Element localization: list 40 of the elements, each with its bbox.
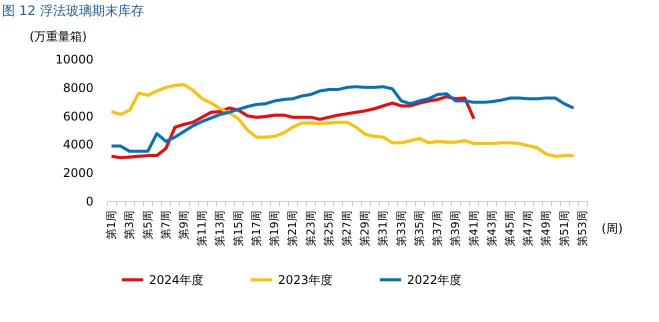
x-tick-label: 第39周 [449,210,462,246]
x-tick-label: 第11周 [196,210,209,246]
x-tick-label: 第1周 [105,210,118,240]
legend-label: 2022年度 [407,272,462,287]
y-tick-label: 8000 [62,80,94,95]
legend-label: 2023年度 [278,272,333,287]
y-tick-label: 6000 [62,109,94,124]
x-tick-label: 第45周 [504,210,517,246]
x-tick-label: 第43周 [485,210,498,246]
x-tick-label: 第37周 [431,210,444,246]
x-tick-label: 第49周 [540,210,553,246]
x-tick-label: 第7周 [159,210,172,240]
y-axis-title: (万重量箱) [30,30,87,44]
x-tick-label: 第51周 [558,210,571,246]
x-tick-label: 第13周 [214,210,227,246]
x-tick-label: 第23周 [304,210,318,246]
y-tick-label: 0 [86,194,94,208]
x-axis-title: (周) [602,222,623,236]
x-tick-label: 第17周 [250,210,263,246]
legend-label: 2024年度 [149,272,204,287]
x-tick-label: 第19周 [268,210,282,246]
x-tick-label: 第41周 [467,210,480,246]
x-tick-label: 第25周 [322,210,336,246]
y-tick-label: 2000 [62,166,94,180]
x-tick-label: 第35周 [412,210,426,246]
x-tick-label: 第5周 [141,210,154,240]
x-tick-label: 第27周 [340,210,354,246]
x-tick-label: 第53周 [576,210,589,246]
x-tick-label: 第33周 [394,210,408,246]
x-tick-label: 第47周 [522,210,535,246]
chart-title: 图 12 浮法玻璃期末库存 [2,4,144,19]
x-tick-label: 第9周 [177,210,190,240]
x-tick-label: 第21周 [286,210,300,246]
y-tick-label: 4000 [62,138,94,152]
x-tick-label: 第15周 [232,210,245,246]
y-tick-label: 10000 [55,52,94,66]
line-series [110,95,476,160]
x-tick-label: 第31周 [376,210,390,246]
x-tick-label: 第29周 [358,210,372,246]
x-tick-label: 第3周 [123,210,136,240]
